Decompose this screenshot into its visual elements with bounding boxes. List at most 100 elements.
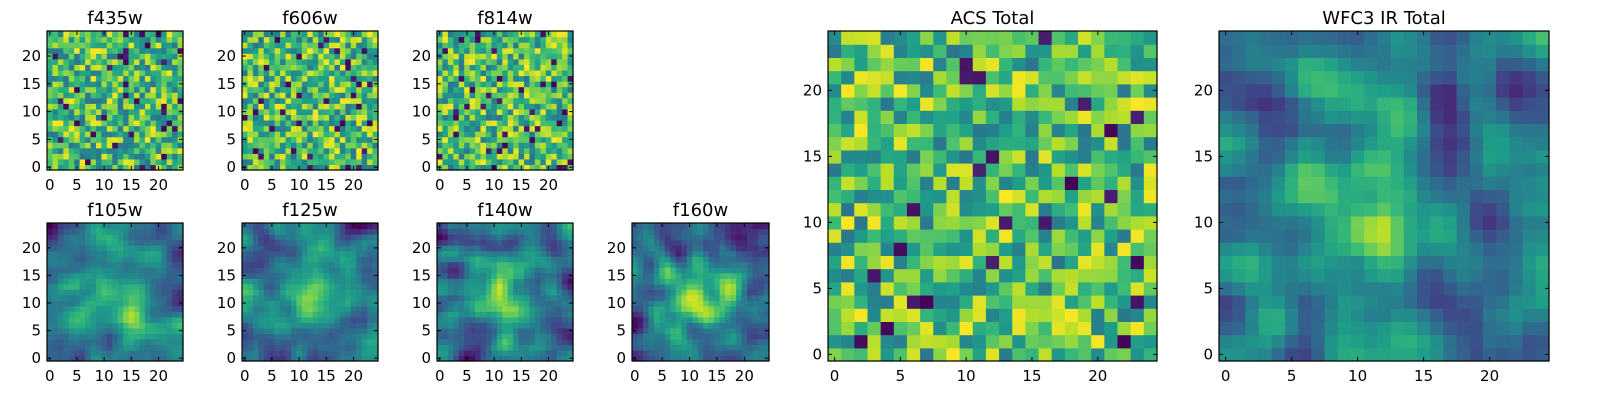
heatmap-cell [334,289,341,296]
heatmap-cell [686,311,693,318]
heatmap-cell [725,228,732,235]
heatmap-cell [345,164,352,171]
heatmap-cell [752,250,759,257]
heatmap-cell [562,42,569,49]
heatmap-cell [339,64,346,71]
heatmap-cell [350,305,357,312]
heatmap-cell [280,234,287,241]
heatmap-cell [307,158,314,166]
heatmap-cell [972,334,987,349]
heatmap-cell [458,338,465,346]
heatmap-cell [464,58,471,65]
heatmap-cell [52,75,59,82]
heatmap-cell [551,261,558,268]
heatmap-cell [686,256,693,263]
heatmap-cell [1025,189,1040,204]
heatmap-cell [675,267,682,274]
heatmap-cell [356,300,363,307]
heatmap-cell [697,261,704,268]
heatmap-cell [736,239,743,246]
heatmap-cell [653,272,660,279]
heatmap-cell [686,234,693,241]
heatmap-cell [134,42,141,49]
heatmap-cell [480,305,487,312]
heatmap-cell [507,164,514,171]
heatmap-cell [464,228,471,235]
heatmap-cell [959,229,974,243]
heatmap-cell [854,281,869,296]
heatmap-cell [480,131,487,138]
heatmap-cell [692,300,699,307]
heatmap-cell [758,283,765,290]
heatmap-cell [252,316,259,323]
heatmap-cell [252,294,259,301]
heatmap-cell [47,125,54,132]
axes-frame [436,30,574,171]
heatmap-cell [274,256,281,263]
heatmap-cell [318,338,325,346]
heatmap-cell [329,142,336,149]
heatmap-cell [946,136,961,151]
heatmap-cell [513,234,520,241]
heatmap-cell [242,69,249,77]
heatmap-cell [47,86,54,93]
heatmap-cell [285,344,292,351]
heatmap-cell [134,338,141,346]
heatmap-cell [329,294,336,301]
heatmap-cell [447,305,454,312]
heatmap-cell [453,108,460,115]
heatmap-cell [458,58,465,65]
heatmap-cell [134,256,141,263]
heatmap-cell [513,272,520,279]
heatmap-cell [166,300,173,307]
heatmap-cell [252,69,259,77]
heatmap-cell [567,349,574,357]
heatmap-cell [529,164,536,171]
heatmap-cell [664,316,671,323]
heatmap-cell [263,47,270,54]
heatmap-cell [920,70,934,85]
heatmap-cell [447,97,454,104]
heatmap-cell [464,267,471,274]
heatmap-cell [63,86,70,93]
y-tick-label: 15 [217,266,236,284]
heatmap-cell [372,333,379,340]
heatmap-cell [252,338,259,346]
heatmap-cell [637,234,644,241]
heatmap-cell [529,256,536,263]
heatmap-cell [567,322,574,329]
heatmap-cell [502,153,509,160]
heatmap-cell [714,311,721,318]
heatmap-cell [47,75,54,82]
heatmap-cell [972,31,987,45]
heatmap-cell [68,92,75,99]
heatmap-cell [708,355,715,362]
heatmap-cell [562,322,569,329]
heatmap-cell [123,92,130,99]
heatmap-cell [52,114,59,121]
heatmap-cell [90,283,97,290]
heatmap-cell [345,311,352,318]
heatmap-cell [312,42,319,49]
heatmap-cell [556,278,563,285]
heatmap-cell [339,125,346,132]
heatmap-cell [74,305,81,312]
heatmap-cell [567,256,574,263]
heatmap-cell [285,327,292,334]
heatmap-cell [106,228,113,235]
heatmap-cell [144,75,151,82]
heatmap-cell [307,283,314,290]
heatmap-cell [664,272,671,279]
heatmap-cell [464,289,471,296]
heatmap-cell [752,278,759,285]
heatmap-cell [529,283,536,290]
heatmap-cell [475,261,482,268]
heatmap-cell [551,256,558,263]
heatmap-cell [155,119,162,127]
x-tick-label: 15 [122,176,141,194]
heatmap-cell [155,153,162,160]
heatmap-cell [464,245,471,252]
heatmap-cell [551,228,558,235]
heatmap-cell [985,70,1000,85]
heatmap-cell [469,228,476,235]
